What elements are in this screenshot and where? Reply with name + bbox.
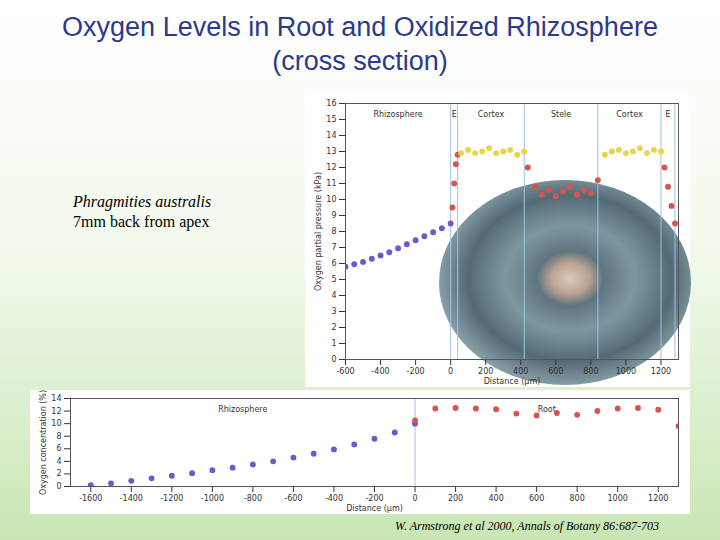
svg-text:5: 5 <box>331 275 336 284</box>
svg-text:800: 800 <box>570 494 585 503</box>
svg-text:Distance (µm): Distance (µm) <box>484 377 541 386</box>
svg-text:-800: -800 <box>244 494 262 503</box>
svg-text:1000: 1000 <box>616 367 636 376</box>
svg-text:12: 12 <box>326 163 336 172</box>
svg-text:400: 400 <box>513 367 528 376</box>
svg-text:Oxygen partial pressure (kPa): Oxygen partial pressure (kPa) <box>314 172 323 291</box>
html-text:Oxygen Levels in Root and Oxid: Oxygen Levels in Root and Oxidized Rhizo… <box>62 12 658 76</box>
html-text:W. Armstrong et al 2000, Annal: W. Armstrong et al 2000, Annals of Botan… <box>395 519 659 533</box>
svg-text:Cortex: Cortex <box>616 110 643 119</box>
svg-text:16: 16 <box>326 99 336 108</box>
svg-text:0: 0 <box>412 494 417 503</box>
svg-text:10: 10 <box>326 195 336 204</box>
html-text:7mm back from apex: 7mm back from apex <box>73 213 210 230</box>
svg-text:8: 8 <box>56 432 61 441</box>
svg-text:1000: 1000 <box>608 494 628 503</box>
svg-text:Oxygen concentration (%): Oxygen concentration (%) <box>39 390 48 495</box>
svg-text:-600: -600 <box>336 367 354 376</box>
svg-text:8: 8 <box>331 227 336 236</box>
svg-text:Rhizosphere: Rhizosphere <box>218 405 267 414</box>
svg-text:4: 4 <box>56 457 61 466</box>
svg-text:-1400: -1400 <box>120 494 143 503</box>
svg-text:6: 6 <box>56 444 61 453</box>
svg-text:2: 2 <box>331 323 336 332</box>
svg-text:3: 3 <box>331 307 336 316</box>
svg-text:0: 0 <box>331 355 336 364</box>
svg-text:-1200: -1200 <box>160 494 183 503</box>
svg-text:600: 600 <box>548 367 563 376</box>
svg-text:-400: -400 <box>371 367 389 376</box>
svg-text:-400: -400 <box>325 494 343 503</box>
svg-text:9: 9 <box>331 211 336 220</box>
svg-text:0: 0 <box>56 482 61 491</box>
svg-text:400: 400 <box>488 494 503 503</box>
svg-text:14: 14 <box>326 131 336 140</box>
svg-text:Root: Root <box>538 405 556 414</box>
svg-text:Cortex: Cortex <box>478 110 505 119</box>
svg-text:7: 7 <box>331 243 336 252</box>
svg-text:1200: 1200 <box>651 367 671 376</box>
svg-text:6: 6 <box>331 259 336 268</box>
svg-text:-1600: -1600 <box>79 494 102 503</box>
svg-text:-200: -200 <box>407 367 425 376</box>
svg-text:Stele: Stele <box>551 110 571 119</box>
svg-text:Rhizosphere: Rhizosphere <box>373 110 422 119</box>
svg-text:-1000: -1000 <box>201 494 224 503</box>
svg-text:-200: -200 <box>365 494 383 503</box>
svg-text:1: 1 <box>331 339 336 348</box>
svg-text:Distance (µm): Distance (µm) <box>346 504 403 513</box>
svg-text:0: 0 <box>448 367 453 376</box>
svg-text:200: 200 <box>478 367 493 376</box>
svg-text:E: E <box>452 110 457 119</box>
svg-text:800: 800 <box>583 367 598 376</box>
svg-text:11: 11 <box>326 179 336 188</box>
svg-text:15: 15 <box>326 115 336 124</box>
svg-text:2: 2 <box>56 469 61 478</box>
svg-text:E: E <box>665 110 670 119</box>
svg-text:600: 600 <box>529 494 544 503</box>
svg-text:-600: -600 <box>284 494 302 503</box>
svg-text:200: 200 <box>448 494 463 503</box>
svg-text:1200: 1200 <box>648 494 668 503</box>
svg-text:14: 14 <box>51 394 61 403</box>
svg-text:12: 12 <box>51 407 61 416</box>
html-text:Phragmities australis: Phragmities australis <box>73 193 212 210</box>
svg-text:13: 13 <box>326 147 336 156</box>
svg-text:10: 10 <box>51 419 61 428</box>
svg-text:4: 4 <box>331 291 336 300</box>
